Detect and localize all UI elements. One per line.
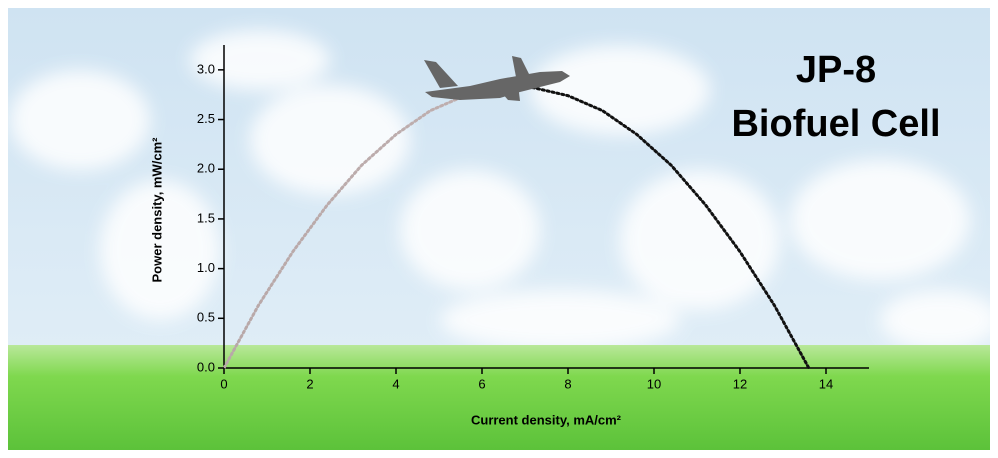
chart: JP-8 Biofuel Cell Current density, mA/cm… (0, 0, 998, 458)
y-tick-label: 1.5 (197, 210, 215, 225)
y-tick-label: 2.0 (197, 161, 215, 176)
x-tick-label: 2 (306, 376, 313, 391)
x-tick-label: 8 (564, 376, 571, 391)
y-tick-label: 2.5 (197, 111, 215, 126)
x-tick-label: 14 (819, 376, 833, 391)
x-tick-label: 0 (220, 376, 227, 391)
y-tick-label: 0.5 (197, 310, 215, 325)
y-axis-title: Power density, mW/cm² (149, 137, 164, 283)
x-axis-title: Current density, mA/cm² (471, 412, 622, 427)
chart-subtitle: Biofuel Cell (731, 103, 940, 145)
chart-title: JP-8 (796, 49, 876, 91)
x-tick-label: 12 (733, 376, 747, 391)
x-tick-label: 10 (647, 376, 661, 391)
x-tick-label: 6 (478, 376, 485, 391)
y-tick-label: 0.0 (197, 359, 215, 374)
y-tick-label: 1.0 (197, 260, 215, 275)
page: {"chart_data": {"type": "line", "title":… (0, 0, 998, 458)
grass (8, 345, 990, 450)
x-tick-label: 4 (392, 376, 399, 391)
y-tick-label: 3.0 (197, 61, 215, 76)
